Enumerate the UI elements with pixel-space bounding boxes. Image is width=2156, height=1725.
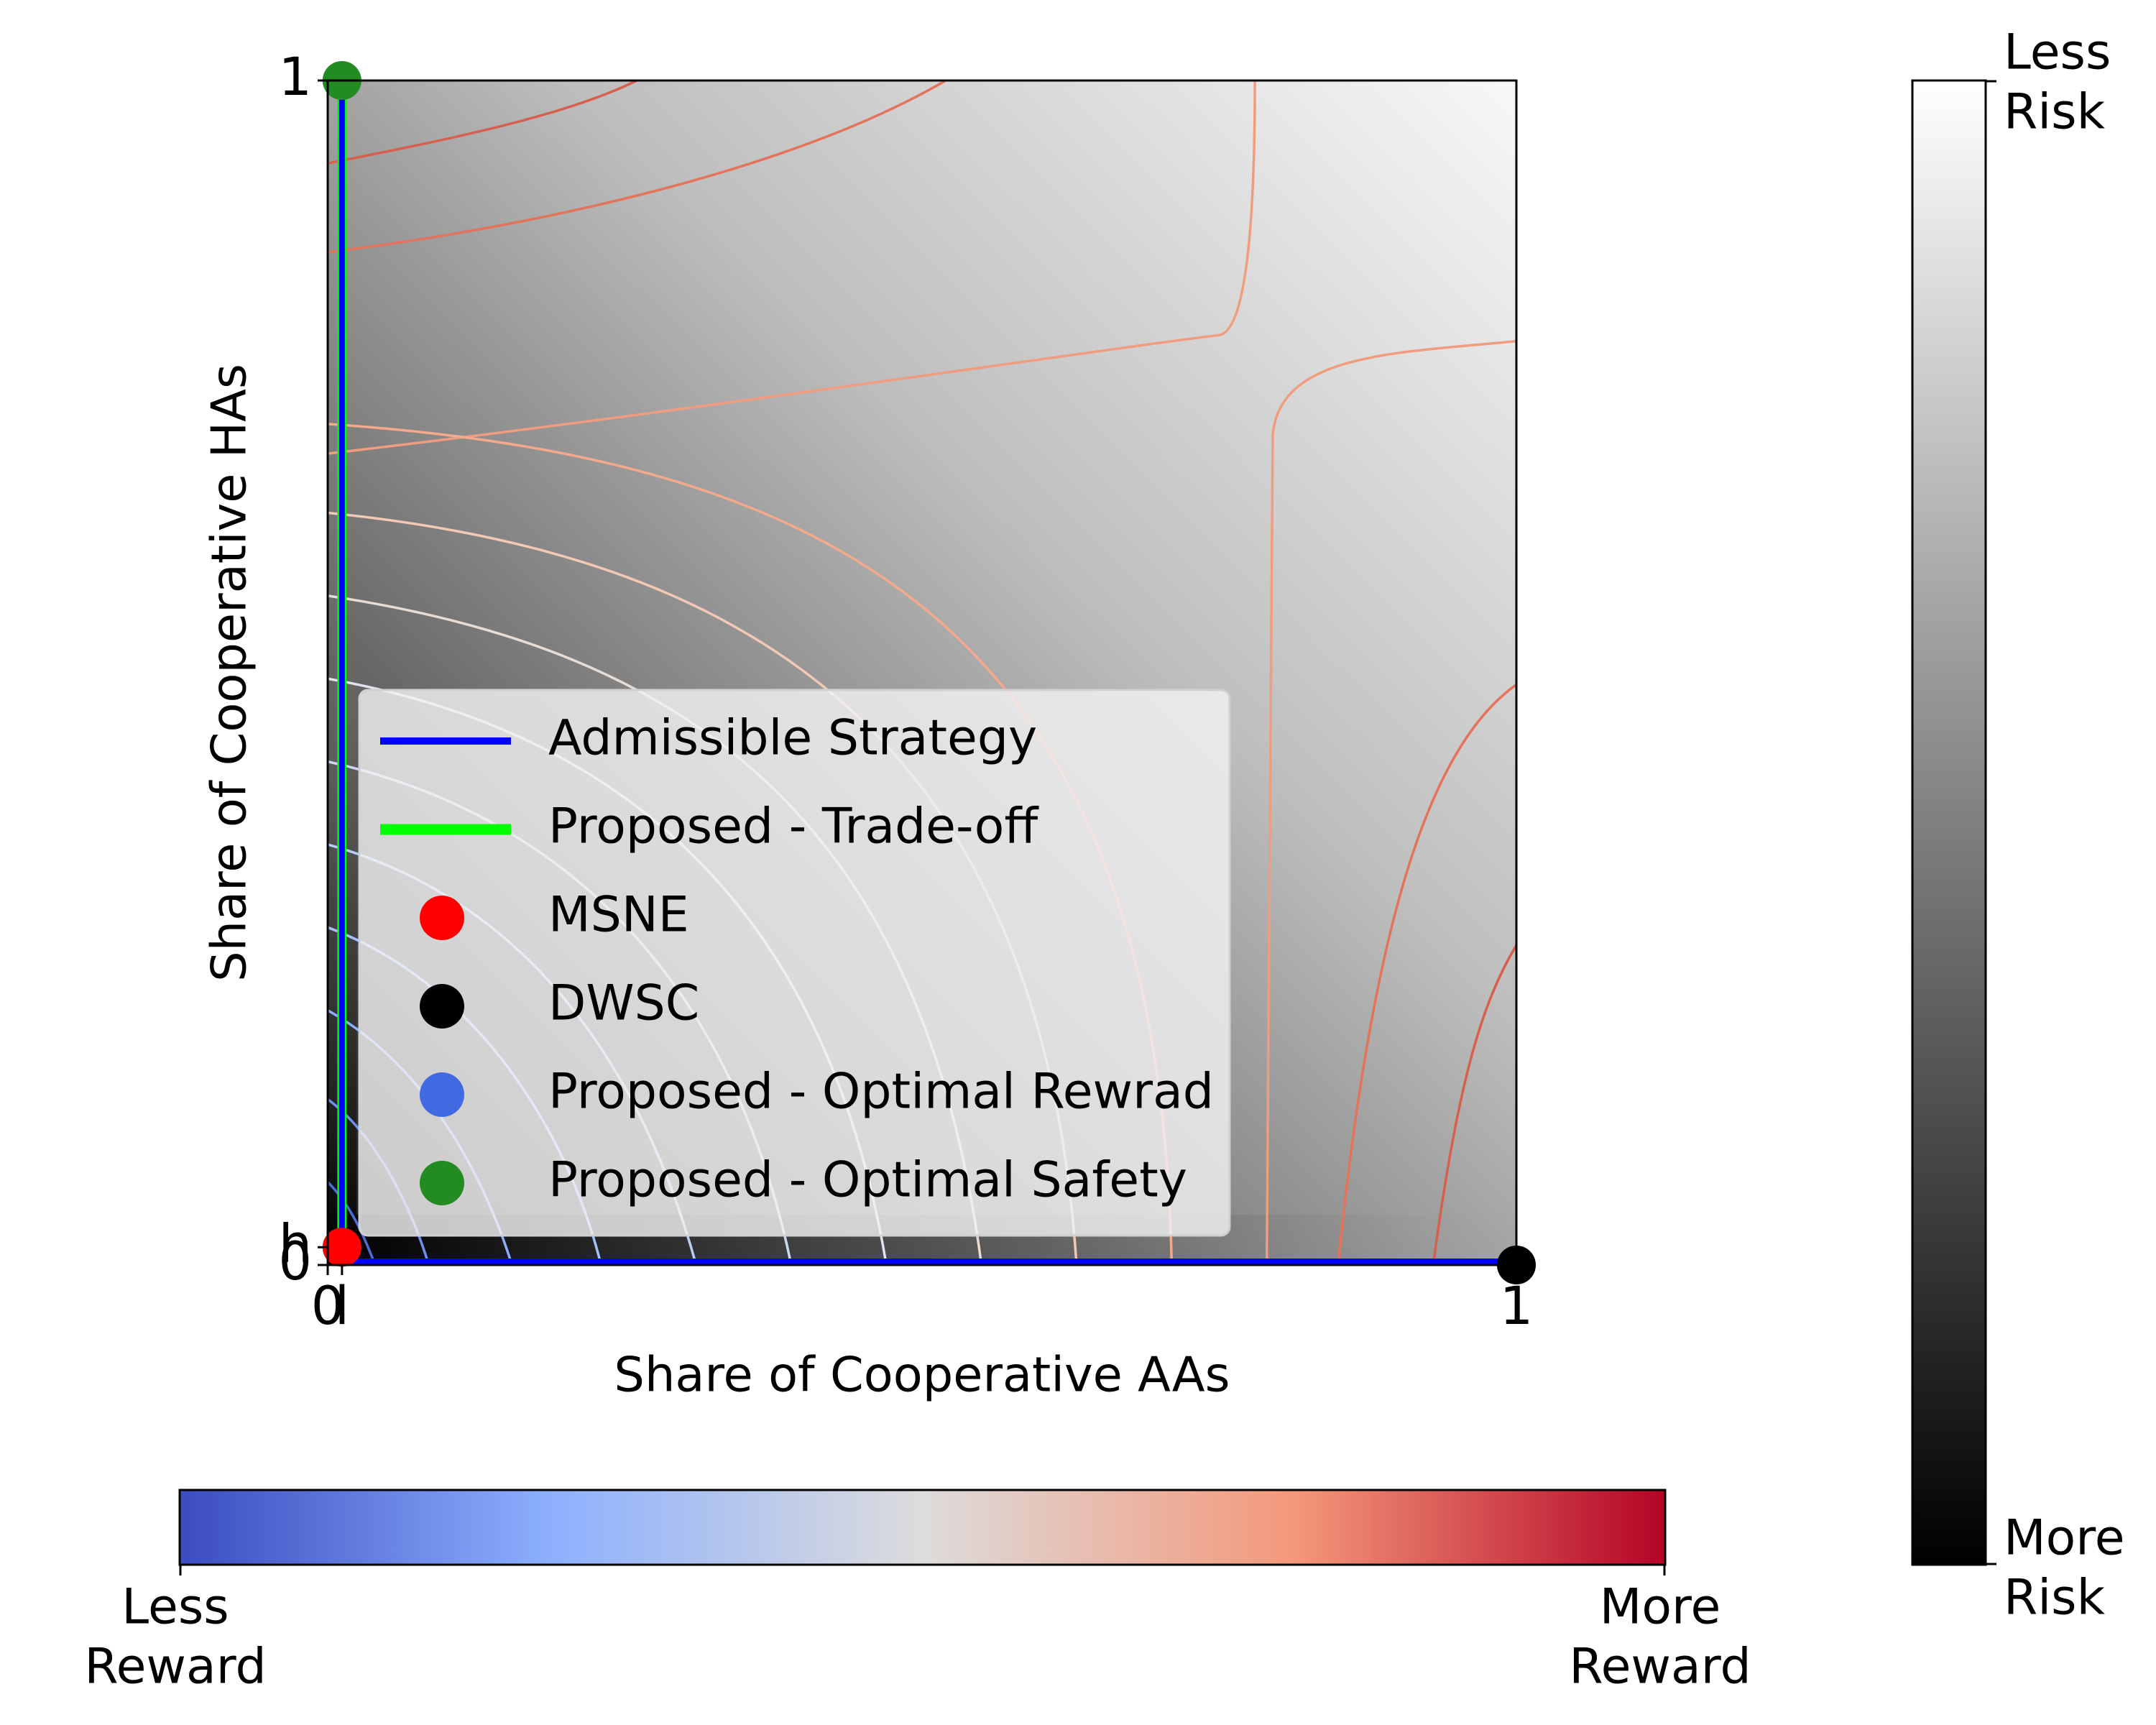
legend-marker: [420, 984, 464, 1029]
legend-marker: [420, 1161, 464, 1205]
legend-label: Proposed - Optimal Safety: [548, 1152, 1187, 1209]
data-point: [322, 1228, 361, 1267]
y-tick-label: 0: [279, 1231, 312, 1292]
legend: Admissible Strategy Proposed - Trade-off M…: [358, 689, 1231, 1237]
y-tick-label: h: [279, 1213, 312, 1274]
x-tick-label: 0: [311, 1276, 344, 1337]
y-tick-label: 1: [279, 47, 312, 108]
colorbar-label: Risk: [2004, 1570, 2106, 1627]
axis-ticks: 0l 1 0h 1: [279, 47, 1534, 1337]
colorbar: [1911, 79, 1987, 1566]
legend-marker: [420, 1072, 464, 1117]
colorbar-label: More: [1600, 1579, 1721, 1636]
colorbar-label: Reward: [1569, 1639, 1751, 1696]
legend-box: [358, 689, 1231, 1237]
legend-marker: [420, 896, 464, 940]
plot-frame: [326, 79, 1518, 1266]
legend-label: DWSC: [548, 975, 699, 1032]
colorbar-label: Reward: [84, 1639, 266, 1696]
x-tick-label: l: [335, 1276, 349, 1337]
colorbar-label: More: [2004, 1510, 2125, 1567]
reward-colorbar: Less Reward More Reward: [84, 1489, 1751, 1696]
x-tick-label: 1: [1500, 1276, 1533, 1337]
x-axis-label: Share of Cooperative AAs: [614, 1347, 1230, 1403]
legend-label: MSNE: [548, 887, 689, 944]
legend-label: Proposed - Trade-off: [548, 799, 1039, 855]
y-axis-label: Share of Cooperative HAs: [201, 364, 257, 982]
legend-items: Admissible Strategy Proposed - Trade-off M…: [380, 710, 1214, 1209]
colorbar: [178, 1489, 1667, 1566]
legend-label: Admissible Strategy: [548, 710, 1037, 767]
legend-label: Proposed - Optimal Rewrad: [548, 1064, 1214, 1121]
colorbar-label: Less: [121, 1579, 229, 1636]
risk-colorbar: Less Risk More Risk: [1911, 24, 2125, 1627]
colorbar-label: Risk: [2004, 84, 2106, 141]
colorbar-label: Less: [2004, 24, 2111, 81]
